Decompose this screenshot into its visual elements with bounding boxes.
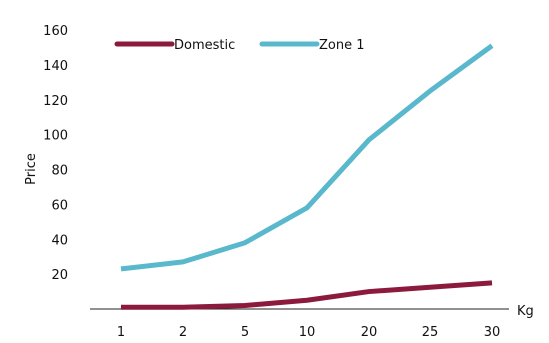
legend-label: Zone 1 bbox=[319, 38, 365, 53]
y-tick-label: 160 bbox=[43, 24, 68, 39]
y-tick-label: 20 bbox=[51, 268, 68, 283]
y-tick-label: 140 bbox=[43, 59, 68, 74]
series-line-zone-1 bbox=[120, 43, 494, 272]
y-tick-label: 100 bbox=[43, 129, 68, 144]
x-tick-label: 30 bbox=[484, 325, 501, 340]
legend-label: Domestic bbox=[174, 38, 235, 53]
x-tick-label: 5 bbox=[241, 325, 249, 340]
x-tick-label: 20 bbox=[361, 325, 378, 340]
x-tick-label: 1 bbox=[117, 325, 125, 340]
y-axis-label: Price bbox=[24, 153, 39, 185]
x-axis-ticks: 1 2 5 10 20 25 30 bbox=[117, 325, 500, 340]
y-tick-label: 40 bbox=[51, 233, 68, 248]
y-tick-label: 120 bbox=[43, 94, 68, 109]
y-tick-label: 80 bbox=[51, 164, 68, 179]
series-lines bbox=[120, 43, 494, 310]
x-tick-label: 25 bbox=[422, 325, 439, 340]
x-axis-label: Kg bbox=[517, 304, 534, 319]
series-line-domestic bbox=[121, 280, 493, 310]
y-tick-label: 60 bbox=[51, 198, 68, 213]
y-axis-ticks: 20 40 60 80 100 120 140 160 bbox=[43, 24, 68, 283]
x-tick-label: 10 bbox=[299, 325, 316, 340]
legend: Domestic Zone 1 bbox=[114, 38, 365, 53]
x-tick-label: 2 bbox=[179, 325, 187, 340]
